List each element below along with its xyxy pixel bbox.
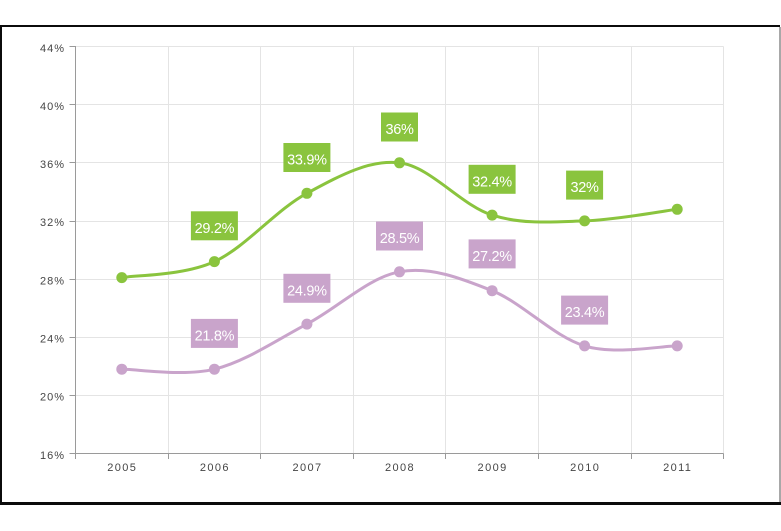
svg-text:24.9%: 24.9% bbox=[287, 283, 327, 299]
svg-text:2008: 2008 bbox=[385, 462, 415, 474]
svg-text:44%: 44% bbox=[40, 43, 65, 55]
svg-text:29.2%: 29.2% bbox=[195, 221, 235, 237]
svg-text:23.4%: 23.4% bbox=[565, 305, 605, 321]
svg-text:32%: 32% bbox=[40, 217, 65, 229]
svg-text:2006: 2006 bbox=[200, 462, 230, 474]
svg-text:33.9%: 33.9% bbox=[287, 153, 327, 169]
svg-text:2011: 2011 bbox=[663, 462, 692, 474]
svg-text:28%: 28% bbox=[40, 275, 65, 287]
svg-text:36%: 36% bbox=[385, 122, 414, 138]
svg-text:28.5%: 28.5% bbox=[380, 231, 420, 247]
svg-text:16%: 16% bbox=[40, 450, 65, 462]
svg-text:21.8%: 21.8% bbox=[195, 328, 235, 344]
svg-text:32.4%: 32.4% bbox=[472, 174, 512, 190]
svg-text:20%: 20% bbox=[40, 392, 65, 404]
svg-text:2007: 2007 bbox=[292, 462, 322, 474]
svg-text:2009: 2009 bbox=[478, 462, 508, 474]
svg-text:40%: 40% bbox=[40, 101, 65, 113]
svg-text:27.2%: 27.2% bbox=[472, 249, 512, 265]
svg-text:2005: 2005 bbox=[107, 462, 137, 474]
svg-text:2010: 2010 bbox=[570, 462, 600, 474]
svg-text:32%: 32% bbox=[571, 180, 600, 196]
svg-text:36%: 36% bbox=[40, 159, 65, 171]
svg-text:24%: 24% bbox=[40, 334, 65, 346]
